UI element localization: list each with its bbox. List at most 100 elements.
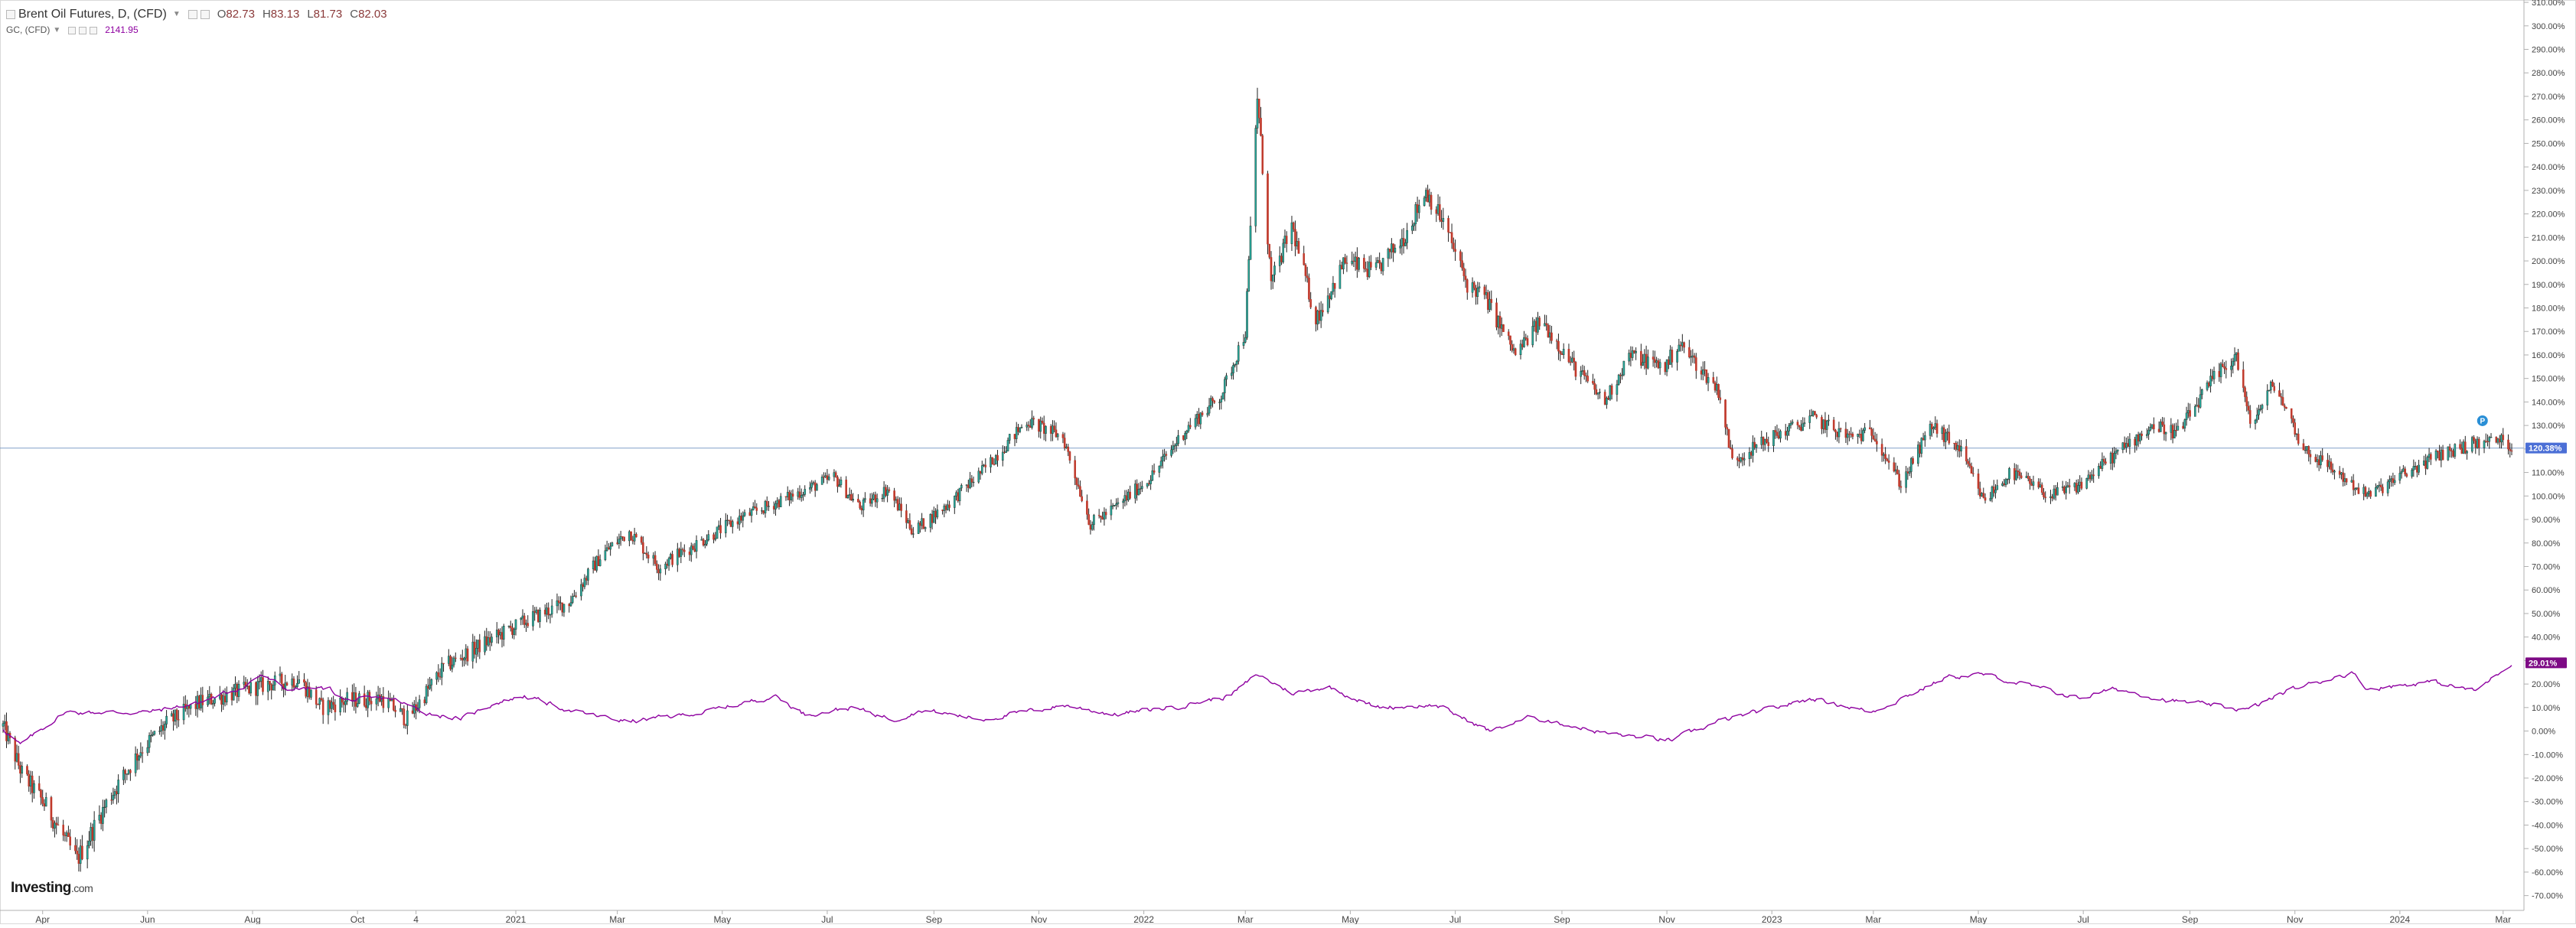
candle-body	[1015, 427, 1018, 439]
high-number: 83.13	[270, 8, 300, 21]
candle	[1428, 188, 1431, 207]
candle	[2242, 361, 2245, 392]
candle-body	[2017, 471, 2020, 472]
candle	[1319, 301, 1322, 328]
candle	[823, 472, 825, 484]
visibility-icon[interactable]	[187, 9, 197, 19]
candle	[820, 474, 823, 485]
candle	[659, 565, 662, 581]
candle-body	[933, 510, 935, 523]
x-tick-label: 2021	[506, 914, 527, 924]
candle-body	[2201, 389, 2203, 396]
candle-body	[2161, 422, 2164, 425]
candle-body	[812, 482, 815, 484]
candle	[707, 529, 710, 542]
candle-body	[1965, 446, 1968, 461]
candle-body	[2452, 451, 2454, 457]
candle	[1509, 335, 1511, 351]
candle-body	[174, 709, 177, 722]
candle	[611, 542, 614, 547]
candle	[112, 787, 115, 804]
candle	[1968, 457, 1971, 469]
candle-body	[194, 704, 197, 709]
candle	[2509, 442, 2512, 457]
candle	[17, 745, 20, 770]
compare-visibility-icon[interactable]	[68, 26, 77, 34]
candle-body	[64, 835, 67, 836]
candle	[2434, 448, 2437, 461]
candle	[1221, 392, 1224, 400]
candle	[2330, 457, 2333, 474]
compare-remove-icon[interactable]	[90, 26, 98, 34]
candle-body	[656, 563, 658, 570]
candle-body	[158, 731, 161, 732]
candle-body	[90, 827, 92, 842]
candle	[1254, 125, 1257, 233]
candle	[1824, 412, 1827, 434]
candle-body	[2393, 480, 2396, 484]
candle-body	[1946, 431, 1948, 434]
settings-icon[interactable]	[200, 9, 210, 19]
candle	[2302, 438, 2305, 451]
candle	[2185, 406, 2188, 426]
candle	[2032, 475, 2035, 490]
candle-body	[269, 681, 271, 685]
candle	[1679, 341, 1682, 352]
candle-body	[1700, 370, 1703, 375]
candle-body	[1574, 362, 1577, 377]
candle	[977, 467, 980, 484]
candle	[1917, 441, 1919, 467]
candle	[1784, 424, 1787, 440]
candle	[1811, 410, 1815, 417]
candle	[948, 500, 951, 512]
candle-body	[1053, 425, 1056, 431]
candle	[583, 574, 586, 590]
candle	[2428, 448, 2431, 463]
candle	[2502, 428, 2505, 446]
collapse-legend-icon[interactable]	[6, 9, 15, 19]
candle	[334, 698, 337, 721]
y-tick-label: 260.00%	[2532, 116, 2565, 125]
compare-chevron-icon[interactable]: ▼	[53, 26, 61, 34]
candle	[1752, 435, 1754, 463]
candle	[592, 556, 595, 574]
candle	[463, 656, 465, 667]
candle	[41, 790, 44, 807]
candle	[2015, 464, 2017, 481]
candle-body	[824, 475, 827, 477]
candle	[2105, 457, 2107, 466]
candle-body	[339, 697, 341, 712]
candle	[1447, 215, 1449, 243]
candle-body	[509, 626, 512, 628]
candle	[214, 698, 216, 707]
candle-body	[171, 713, 173, 717]
candle	[2376, 485, 2379, 490]
chevron-down-icon[interactable]: ▼	[172, 10, 181, 18]
candle	[1326, 288, 1329, 314]
candle-body	[153, 731, 156, 735]
candle	[881, 493, 884, 502]
candle-body	[2400, 471, 2403, 474]
x-tick-label: May	[1342, 914, 1359, 924]
y-tick-label: 300.00%	[2532, 22, 2565, 31]
candle	[967, 480, 970, 493]
x-tick-label: Aug	[244, 914, 260, 924]
compare-settings-icon[interactable]	[79, 26, 87, 34]
candle-body	[1056, 434, 1059, 438]
candle-body	[2430, 454, 2432, 460]
candle-body	[1679, 344, 1682, 347]
candle	[1208, 398, 1211, 416]
candle	[2495, 436, 2498, 444]
candle-body	[2330, 461, 2333, 471]
candle	[2077, 479, 2079, 494]
candle	[1994, 484, 1997, 499]
candle	[102, 799, 104, 832]
candle-body	[1139, 488, 1142, 490]
candle	[1442, 207, 1445, 230]
candle	[1260, 106, 1262, 137]
candle-body	[1260, 117, 1262, 136]
candle-body	[535, 610, 538, 613]
candle	[280, 672, 283, 692]
